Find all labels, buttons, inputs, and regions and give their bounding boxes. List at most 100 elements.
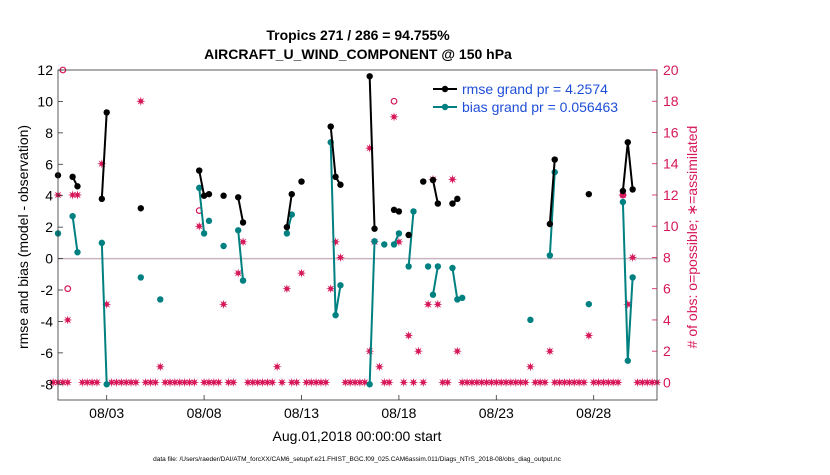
- y-right-tick-label: 10: [663, 218, 679, 234]
- rmse-point: [429, 176, 437, 184]
- assimilated-obs-marker: [545, 346, 555, 356]
- assimilated-obs-marker: [282, 284, 292, 294]
- y-left-tick-label: 8: [45, 125, 53, 141]
- y-right-tick-label: 20: [663, 62, 679, 78]
- x-tick-label: 08/28: [576, 405, 611, 421]
- bias-point: [405, 263, 412, 270]
- y-axis-left-label: rmse and bias (model - observation): [15, 125, 31, 349]
- assimilated-obs-marker: [447, 174, 458, 184]
- assimilated-obs-marker: [389, 112, 399, 122]
- y-right-tick-label: 0: [663, 374, 671, 390]
- bias-point: [429, 291, 437, 298]
- bias-line-segment: [368, 241, 376, 385]
- assimilated-obs-marker: [540, 377, 550, 388]
- assimilated-obs-marker: [131, 377, 141, 388]
- assimilated-obs-marker: [613, 377, 623, 388]
- x-axis-label: Aug.01,2018 00:00:00 start: [273, 428, 442, 444]
- chart-title-line1: Tropics 271 / 286 = 94.755%: [266, 27, 450, 43]
- assimilated-obs-marker: [189, 377, 199, 388]
- bias-point: [283, 230, 291, 237]
- bias-point: [366, 381, 373, 388]
- assimilated-obs-marker: [442, 377, 453, 388]
- rmse-point: [624, 139, 631, 146]
- assimilated-obs-marker: [277, 377, 287, 388]
- assimilated-obs-marker: [296, 268, 307, 278]
- legend-rmse-marker: [441, 85, 449, 93]
- assimilated-obs-marker: [292, 377, 302, 388]
- rmse-point: [98, 195, 106, 203]
- y-right-tick-label: 8: [663, 249, 671, 265]
- assimilated-obs-marker: [335, 252, 346, 263]
- assimilated-obs-marker: [628, 252, 638, 263]
- bias-point: [390, 241, 398, 248]
- bias-point: [381, 241, 388, 248]
- y-left-tick-label: 4: [45, 188, 53, 204]
- rmse-line-segment: [368, 76, 376, 229]
- assimilated-obs-marker: [326, 284, 336, 294]
- rmse-point: [551, 156, 558, 163]
- assimilated-obs-marker: [399, 377, 409, 388]
- bias-point: [629, 274, 636, 281]
- assimilated-obs-marker: [72, 190, 83, 200]
- rmse-line-segment: [432, 179, 439, 204]
- assimilated-obs-marker: [218, 299, 229, 309]
- y-right-tick-label: 16: [663, 124, 679, 140]
- rmse-line-segment: [237, 197, 245, 223]
- rmse-point: [239, 219, 247, 226]
- assimilated-obs-marker: [404, 330, 414, 341]
- assimilated-obs-marker: [63, 315, 73, 325]
- assimilated-obs-marker: [92, 377, 102, 388]
- y-left-tick-label: -8: [41, 376, 54, 392]
- rmse-line-segment: [100, 112, 108, 199]
- assimilated-obs-marker: [365, 346, 375, 356]
- assimilated-obs-marker: [321, 377, 331, 388]
- x-tick-label: 08/13: [284, 405, 319, 421]
- rmse-point: [337, 181, 344, 188]
- bias-point: [157, 296, 164, 303]
- bias-point: [332, 311, 339, 319]
- rmse-point: [220, 192, 227, 199]
- bias-point: [459, 294, 466, 302]
- x-tick-label: 08/23: [479, 405, 514, 421]
- x-tick-label: 08/08: [187, 405, 222, 421]
- assimilated-obs-marker: [194, 221, 204, 231]
- rmse-point: [283, 223, 291, 231]
- bias-point: [434, 263, 442, 270]
- bias-point: [619, 198, 627, 206]
- rmse-point: [546, 220, 554, 228]
- rmse-point: [405, 231, 412, 239]
- x-tick-label: 08/18: [381, 405, 416, 421]
- bias-line-segment: [548, 172, 556, 256]
- rmse-point: [366, 73, 373, 80]
- possible-obs-marker: [64, 285, 72, 293]
- rmse-point: [103, 109, 110, 116]
- bias-point: [395, 230, 403, 237]
- plot-area-frame: [57, 69, 658, 401]
- y-left-tick-label: 12: [37, 62, 53, 78]
- assimilated-obs-marker: [374, 362, 385, 372]
- y-right-tick-label: 6: [663, 281, 671, 297]
- y-left-tick-label: 10: [37, 93, 53, 109]
- rmse-point: [420, 178, 427, 185]
- bias-point: [454, 296, 461, 303]
- rmse-point: [234, 194, 242, 201]
- y-right-tick-label: 12: [663, 187, 679, 203]
- assimilated-obs-marker: [330, 237, 341, 247]
- assimilated-obs-marker: [272, 362, 282, 372]
- rmse-point: [619, 187, 627, 195]
- rmse-line-segment: [285, 193, 293, 228]
- bias-line-segment: [285, 214, 293, 234]
- assimilated-obs-marker: [150, 377, 160, 388]
- footer-data-file: data file: /Users/raeder/DAI/ATM_forcXX/…: [153, 456, 562, 463]
- bias-point: [200, 230, 208, 237]
- assimilated-obs-marker: [228, 377, 238, 388]
- assimilated-obs-marker: [408, 377, 419, 388]
- bias-line-segment: [407, 211, 415, 267]
- rmse-line-segment: [548, 159, 556, 225]
- assimilated-obs-marker: [155, 362, 165, 372]
- rmse-point: [449, 200, 456, 207]
- rmse-point: [288, 190, 295, 198]
- y-left-tick-label: 0: [45, 251, 53, 267]
- assimilated-obs-marker: [525, 362, 535, 372]
- y-right-tick-label: 4: [663, 312, 671, 328]
